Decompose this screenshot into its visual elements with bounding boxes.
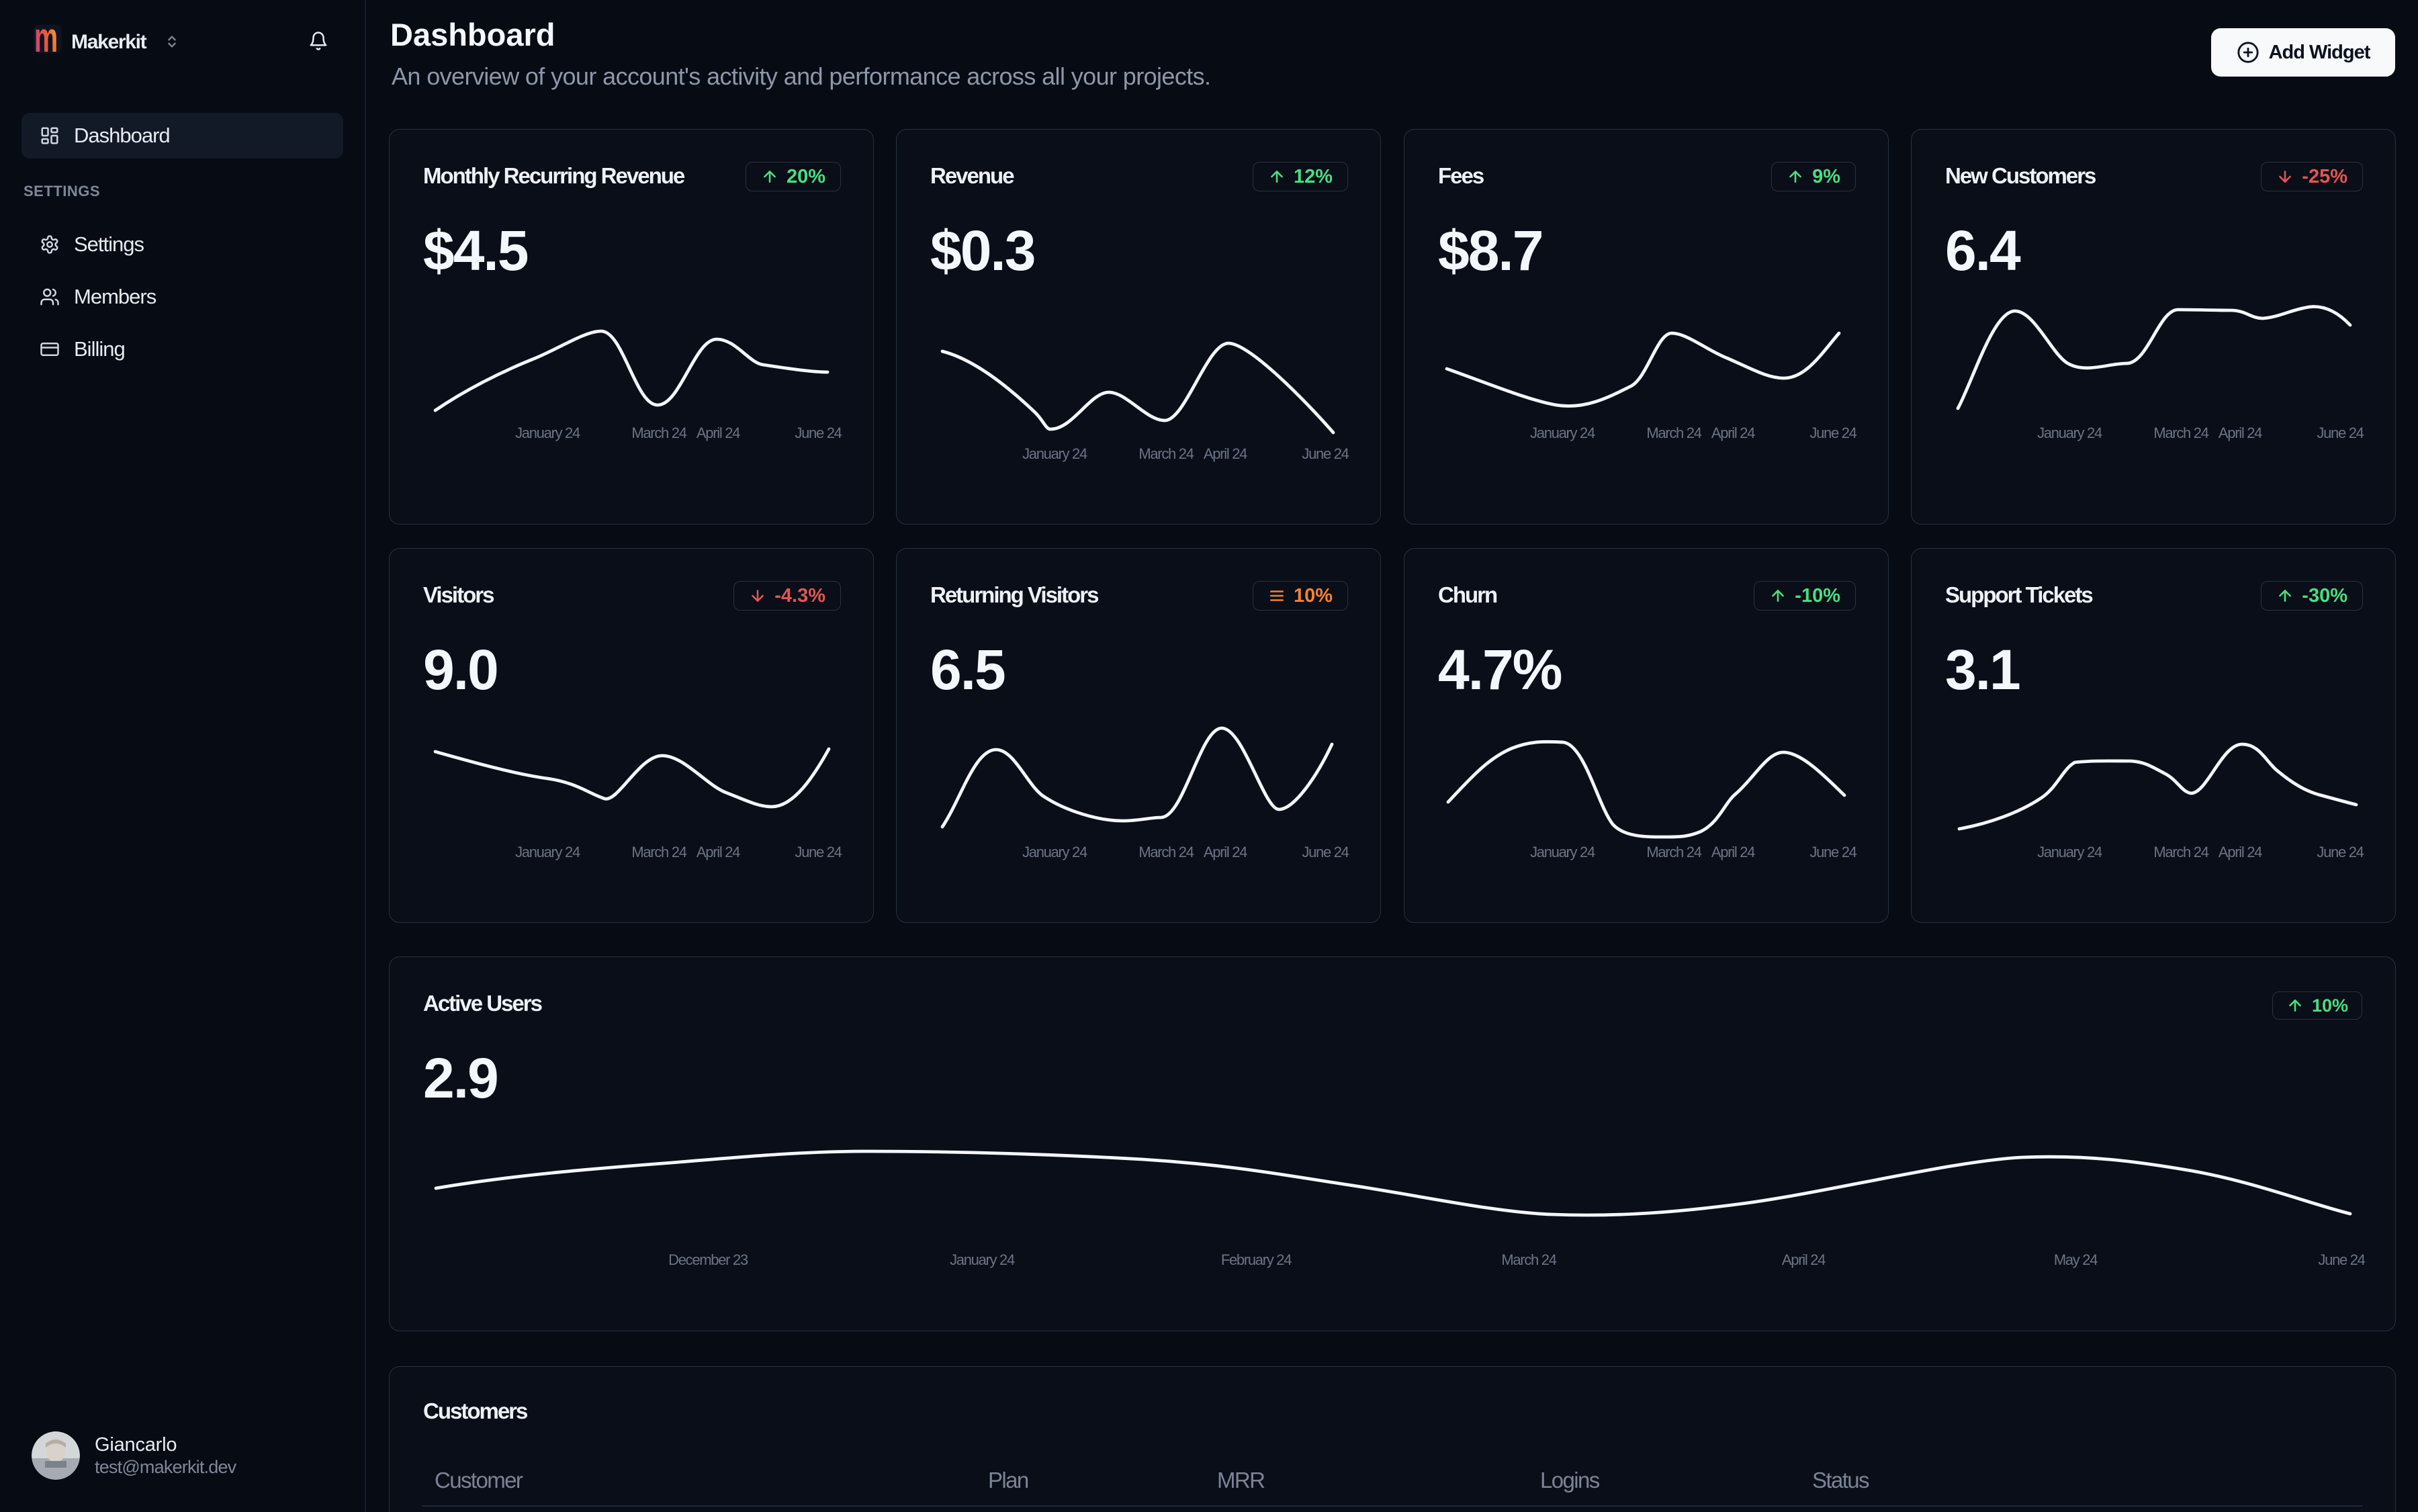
- svg-text:March 24: March 24: [1501, 1251, 1556, 1268]
- svg-text:m: m: [34, 25, 58, 54]
- svg-text:June 24: June 24: [1302, 844, 1349, 860]
- svg-text:April 24: April 24: [1711, 425, 1755, 441]
- svg-text:March 24: March 24: [2153, 425, 2208, 441]
- svg-text:June 24: June 24: [1809, 425, 1856, 441]
- svg-text:June 24: June 24: [795, 425, 842, 441]
- svg-text:April 24: April 24: [1204, 445, 1247, 462]
- svg-text:January 24: January 24: [1530, 425, 1595, 441]
- svg-text:January 24: January 24: [1530, 844, 1595, 860]
- svg-text:January 24: January 24: [515, 844, 580, 860]
- svg-text:June 24: June 24: [2318, 1251, 2365, 1268]
- svg-text:March 24: March 24: [631, 425, 686, 441]
- svg-text:April 24: April 24: [2219, 844, 2262, 860]
- svg-text:April 24: April 24: [2219, 425, 2262, 441]
- svg-text:April 24: April 24: [697, 844, 740, 860]
- svg-text:April 24: April 24: [697, 425, 740, 441]
- svg-text:June 24: June 24: [1809, 844, 1856, 860]
- svg-text:March 24: March 24: [1138, 844, 1194, 860]
- svg-text:April 24: April 24: [1711, 844, 1755, 860]
- svg-text:January 24: January 24: [950, 1251, 1015, 1268]
- svg-text:January 24: January 24: [2037, 425, 2102, 441]
- svg-text:June 24: June 24: [2317, 425, 2364, 441]
- svg-text:February 24: February 24: [1221, 1251, 1292, 1268]
- svg-text:January 24: January 24: [1022, 844, 1087, 860]
- svg-text:June 24: June 24: [795, 844, 842, 860]
- svg-text:May 24: May 24: [2054, 1251, 2098, 1268]
- svg-text:March 24: March 24: [2153, 844, 2208, 860]
- svg-text:March 24: March 24: [631, 844, 686, 860]
- svg-text:January 24: January 24: [515, 425, 580, 441]
- svg-text:March 24: March 24: [1646, 844, 1701, 860]
- svg-text:January 24: January 24: [2037, 844, 2102, 860]
- svg-text:March 24: March 24: [1138, 445, 1194, 462]
- svg-text:April 24: April 24: [1204, 844, 1247, 860]
- svg-text:January 24: January 24: [1022, 445, 1087, 462]
- svg-text:December 23: December 23: [668, 1251, 748, 1268]
- svg-text:April 24: April 24: [1782, 1251, 1826, 1268]
- svg-text:June 24: June 24: [1302, 445, 1349, 462]
- svg-text:June 24: June 24: [2317, 844, 2364, 860]
- svg-text:March 24: March 24: [1646, 425, 1701, 441]
